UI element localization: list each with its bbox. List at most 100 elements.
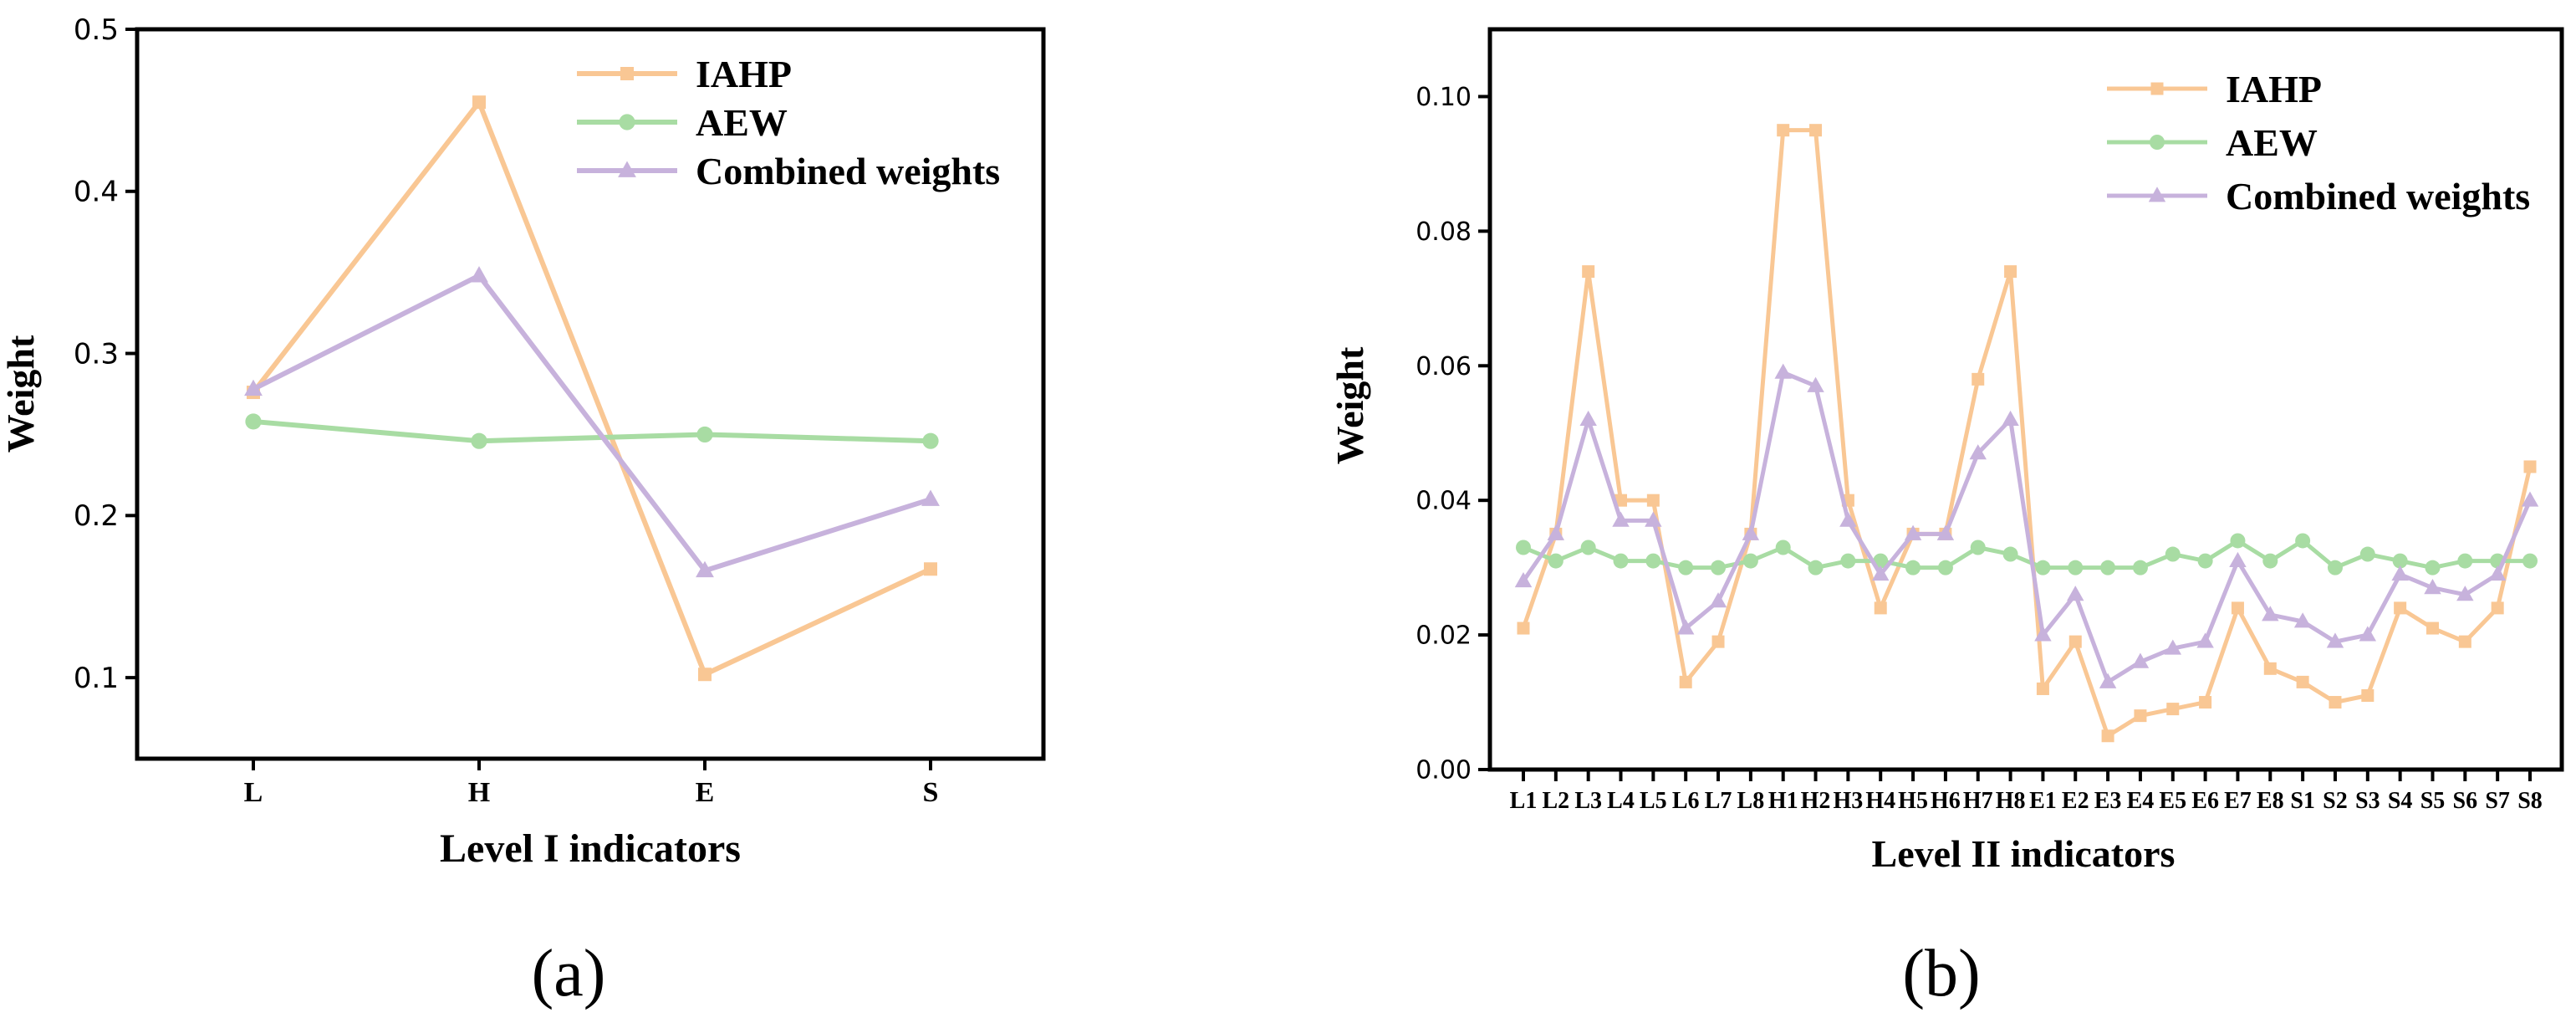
panel-b-combined-weights-point-s5 [2424, 579, 2441, 595]
panel-b-iahp-point-s3 [2361, 689, 2375, 702]
panel-b-combined-weights-point-s7 [2488, 565, 2507, 581]
panel-b-aew-point-s2 [2327, 560, 2343, 575]
panel-b-category-label-e6: E6 [2191, 788, 2219, 814]
panel-a-legend-aew-marker [619, 114, 635, 130]
panel-b-plot-frame [1487, 27, 2564, 772]
panel-a-legend-iahp-marker [620, 67, 634, 80]
panel-b-combined-weights-point-h8 [2002, 410, 2019, 427]
panel-b-aew-point-l6 [1678, 560, 1694, 575]
panel-a-ytick-label: 0.1 [74, 662, 119, 695]
panel-b-combined-weights-point-h6 [1936, 524, 1955, 540]
panel-b-category-label-e3: E3 [2094, 788, 2122, 814]
panel-a-legend-combined-weights-label: Combined weights [696, 150, 1000, 192]
panel-b-combined-weights-point-e4 [2131, 652, 2150, 668]
panel-b-ytick-label: 0.10 [1416, 83, 1472, 112]
panel-b-aew-line [1523, 538, 2530, 570]
panel-b-aew-point-h6 [1937, 560, 1953, 575]
panel-b-aew-point-e4 [2132, 560, 2148, 575]
panel-a-combined-weights-point-s [921, 489, 940, 506]
panel-b-legend-aew-marker [2150, 135, 2165, 150]
panel-b-category-label-h5: H5 [1898, 788, 1928, 814]
panel-b-category-label-s5: S5 [2420, 788, 2446, 814]
panel-a-aew-point-s [922, 432, 939, 449]
panel-a-combined-weights-point-l [244, 379, 263, 396]
panel-b-combined-weights-point-s2 [2326, 632, 2344, 648]
panel-b-legend-combined-weights-marker [2148, 187, 2166, 202]
panel-b-category-label-h1: H1 [1768, 788, 1798, 814]
panel-b-combined-weights-point-s4 [2391, 565, 2409, 581]
panel-b-iahp-point-h8 [2004, 265, 2017, 279]
panel-b-combined-weights-point-s3 [2359, 626, 2377, 642]
panel-b-combined-weights-point-e8 [2262, 606, 2279, 621]
panel-b-iahp-point-l1 [1517, 621, 1530, 635]
panel-b-category-label-s8: S8 [2517, 788, 2543, 814]
panel-b-iahp-point-h7 [1972, 372, 1985, 386]
panel-b-aew-point-l7 [1711, 560, 1727, 575]
panel-b-iahp-point-s1 [2296, 675, 2309, 688]
panel-b-category-label-e2: E2 [2062, 788, 2089, 814]
panel-b-aew-point-s3 [2359, 546, 2375, 562]
panel-b-iahp-point-s2 [2329, 696, 2342, 709]
panel-a-chart: 0.1 0.2 0.3 0.4 0.5 L H E S IAHP AEW Combined weig… [0, 13, 1046, 1010]
panel-b-aew-point-e3 [2100, 560, 2116, 575]
panel-b-category-label-h6: H6 [1931, 788, 1961, 814]
panel-b-ytick-label: 0.04 [1416, 487, 1472, 516]
panel-b-category-label-s7: S7 [2485, 788, 2510, 814]
panel-a-label: (a) [532, 937, 606, 1010]
panel-b-aew-point-e8 [2262, 553, 2278, 569]
panel-b-category-label-h3: H3 [1833, 788, 1863, 814]
panel-b-category-label-h8: H8 [1996, 788, 2026, 814]
panel-b-aew-point-l2 [1548, 553, 1563, 569]
panel-b-aew-point-e6 [2197, 553, 2213, 569]
panel-b-combined-weights-point-h7 [1969, 444, 1987, 460]
panel-b-ylabel: Weight [1329, 346, 1371, 464]
panel-b-ytick-label: 0.06 [1416, 352, 1472, 381]
panel-b-category-label-e8: E8 [2257, 788, 2284, 814]
panel-b-iahp-point-l4 [1614, 494, 1628, 507]
panel-b-iahp-point-e2 [2068, 635, 2082, 648]
panel-a-combined-weights-point-e [696, 560, 714, 578]
panel-a-category-label-s: S [923, 777, 939, 808]
panel-b-combined-weights-point-l1 [1514, 572, 1533, 588]
panel-b-ytick-label: 0.02 [1416, 621, 1472, 651]
panel-b-aew-point-h8 [2002, 546, 2018, 562]
panel-b-aew-point-s5 [2425, 560, 2441, 575]
panel-b-aew-point-h3 [1840, 553, 1856, 569]
panel-b-legend-aew-label: AEW [2226, 121, 2318, 164]
panel-a-aew-point-l [245, 413, 262, 430]
panel-b-legend-iahp-label: IAHP [2226, 68, 2322, 110]
panel-b-aew-point-e2 [2068, 560, 2084, 575]
panel-b-combined-weights-line [1521, 370, 2533, 684]
panel-b-iahp-point-h2 [1809, 124, 1823, 137]
panel-b-aew-point-h5 [1905, 560, 1921, 575]
panel-b-aew-point-l3 [1580, 540, 1596, 555]
panel-b-aew-point-l1 [1516, 540, 1531, 555]
panel-b-category-label-s3: S3 [2355, 788, 2380, 814]
panel-b-iahp-point-l3 [1582, 265, 1595, 279]
panel-b-aew-point-e7 [2230, 533, 2246, 549]
panel-b-iahp-point-s7 [2491, 601, 2504, 615]
panel-b-iahp-point-s4 [2394, 601, 2407, 615]
panel-b-iahp-point-e1 [2036, 682, 2049, 695]
panel-a-legend-iahp-label: IAHP [696, 53, 792, 95]
panel-b-aew-point-e1 [2035, 560, 2051, 575]
panel-b-combined-weights-point-l4 [1612, 511, 1630, 527]
panel-b-iahp-point-e5 [2166, 703, 2180, 716]
panel-b-iahp-point-l5 [1646, 494, 1660, 507]
panel-a-ylabel: Weight [0, 335, 42, 453]
panel-a-category-label-e: E [696, 777, 715, 808]
panel-a-iahp-point-e [698, 668, 712, 682]
panel-b-category-label-l6: L6 [1672, 788, 1700, 814]
panel-a-aew-point-e [696, 426, 713, 443]
panel-a-category-label-h: H [468, 777, 490, 808]
panel-b-category-label-l7: L7 [1705, 788, 1732, 814]
panel-b-aew-point-s1 [2295, 533, 2311, 549]
panel-b-aew-point-l5 [1645, 553, 1661, 569]
panel-b-category-label-e5: E5 [2159, 788, 2186, 814]
panel-b-chart: 0.00 0.02 0.04 0.06 0.08 0.10 L1 L2 L3 L4 L5 L6 L7 L8… [1329, 27, 2564, 1010]
panel-b-combined-weights-point-e3 [2099, 673, 2117, 688]
panel-b-combined-weights-point-s6 [2456, 586, 2474, 601]
panel-b-aew-point-s8 [2522, 553, 2538, 569]
panel-b-aew-point-l8 [1742, 553, 1758, 569]
